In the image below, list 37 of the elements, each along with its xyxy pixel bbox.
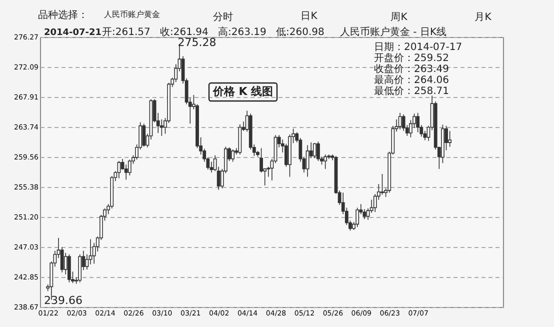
annotation: 275.28 xyxy=(178,36,216,49)
annotation: 收:261.94 xyxy=(160,27,208,38)
candlestick xyxy=(316,141,320,162)
candlestick xyxy=(117,160,121,179)
text: 周K xyxy=(390,12,408,23)
chart-title: 人民币账户黄金 - 日K线 xyxy=(340,26,447,38)
text: 月K xyxy=(474,12,492,23)
candlestick xyxy=(124,164,128,180)
text: 品种选择： xyxy=(38,9,88,21)
candlestick xyxy=(356,207,360,228)
text: 日K xyxy=(300,11,318,22)
annotation: 2014-07-21 xyxy=(44,28,102,38)
annotation: 日期：2014-07-17 xyxy=(374,41,462,53)
annotation: 最低价：258.71 xyxy=(374,85,449,97)
candlestick xyxy=(78,254,82,283)
annotation: 高:263.19 xyxy=(218,26,266,38)
candlestick xyxy=(312,142,316,159)
candlestick xyxy=(398,112,402,130)
candlestick xyxy=(416,112,420,133)
text: 人民币账户黄金 xyxy=(104,10,160,19)
annotation: 开盘价：259.52 xyxy=(374,52,449,64)
candlestick xyxy=(231,149,235,162)
annotation: 收盘价：263.49 xyxy=(374,63,449,75)
annotation: 低:260.98 xyxy=(276,27,324,38)
candlestick xyxy=(448,130,452,148)
annotation: 开:261.57 xyxy=(102,27,150,38)
annotation: 价格 K 线图 xyxy=(212,85,274,98)
candlestick xyxy=(380,174,384,196)
text: 分时 xyxy=(213,11,233,23)
candlestick xyxy=(128,159,132,176)
candlestick xyxy=(67,254,71,283)
annotation: 239.66 xyxy=(44,294,82,307)
candlestick xyxy=(142,123,146,148)
candlestick xyxy=(324,154,328,170)
annotation: 最高价：264.06 xyxy=(374,74,449,86)
candlestick xyxy=(306,144,310,178)
candlestick xyxy=(210,161,214,173)
